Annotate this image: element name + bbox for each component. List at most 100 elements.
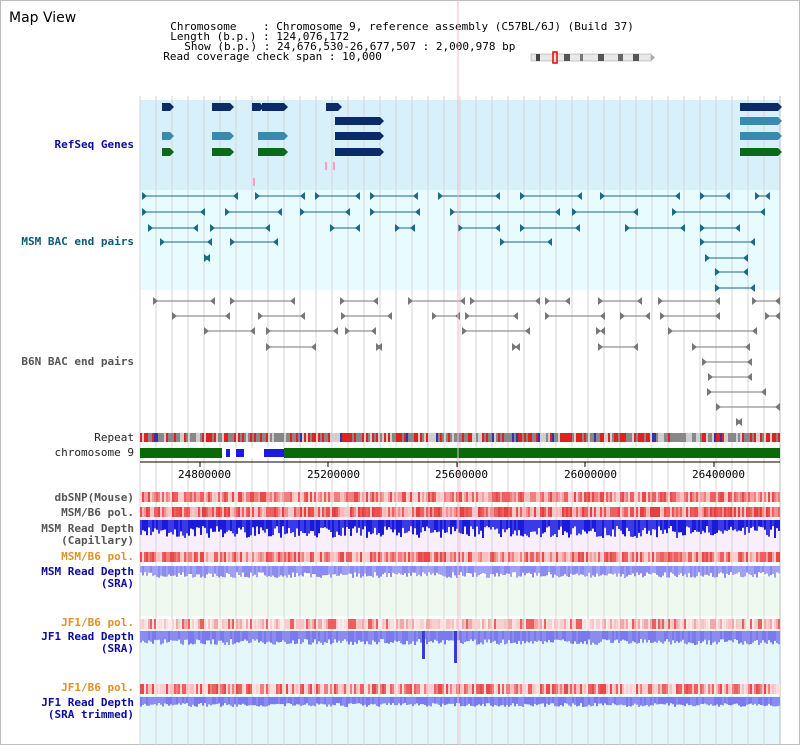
depth-bar xyxy=(314,631,316,640)
heat-cell xyxy=(290,552,292,562)
heat-cell xyxy=(734,552,736,562)
heat-cell xyxy=(698,552,700,562)
heat-cell xyxy=(516,507,518,517)
heat-cell xyxy=(282,684,284,694)
repeat-cell xyxy=(550,433,552,442)
depth-bar xyxy=(152,697,154,705)
heat-cell xyxy=(546,507,548,517)
msm-bac-pair-end xyxy=(438,192,443,200)
heat-cell xyxy=(402,552,404,562)
heat-cell xyxy=(164,684,166,694)
depth-bar xyxy=(598,697,600,704)
depth-bar xyxy=(550,631,552,643)
chromosome-gap xyxy=(236,449,244,457)
depth-bar xyxy=(444,566,446,577)
heat-cell xyxy=(506,684,508,694)
repeat-cell xyxy=(278,433,280,442)
heat-cell xyxy=(722,552,724,562)
heat-cell xyxy=(260,619,262,629)
depth-bar xyxy=(498,566,500,577)
depth-bar xyxy=(264,697,266,707)
heat-cell xyxy=(688,552,690,562)
depth-bar xyxy=(562,520,564,535)
depth-bar xyxy=(620,697,622,705)
depth-bar xyxy=(446,520,448,533)
heat-cell xyxy=(346,552,348,562)
heat-cell xyxy=(602,552,604,562)
depth-bar xyxy=(518,566,520,577)
heat-cell xyxy=(332,507,334,517)
repeat-cell xyxy=(348,433,350,442)
gene-feature xyxy=(258,148,284,156)
depth-bar xyxy=(470,520,472,527)
heat-cell xyxy=(342,492,344,502)
depth-bar xyxy=(282,520,284,527)
depth-bar xyxy=(466,697,468,706)
heat-cell xyxy=(228,492,230,502)
depth-bar xyxy=(766,520,768,536)
depth-bar xyxy=(512,697,514,704)
depth-bar xyxy=(204,566,206,578)
heat-cell xyxy=(478,507,480,517)
repeat-cell xyxy=(354,433,356,442)
depth-bar xyxy=(400,631,402,644)
heat-cell xyxy=(338,619,340,629)
depth-bar xyxy=(578,697,580,706)
heat-cell xyxy=(688,684,690,694)
heat-cell xyxy=(648,684,650,694)
heat-cell xyxy=(690,552,692,562)
heat-cell xyxy=(276,507,278,517)
depth-bar xyxy=(274,631,276,645)
chromosome-ideogram[interactable] xyxy=(528,51,658,65)
heat-cell xyxy=(590,507,592,517)
depth-bar xyxy=(304,566,306,573)
depth-bar xyxy=(636,566,638,573)
heat-cell xyxy=(540,684,542,694)
depth-bar xyxy=(468,697,470,704)
b6n-bac-pair-end xyxy=(432,312,437,320)
depth-bar xyxy=(572,520,574,529)
heat-cell xyxy=(588,492,590,502)
depth-bar xyxy=(598,520,600,537)
heat-cell xyxy=(458,684,460,694)
heat-cell xyxy=(432,552,434,562)
heat-cell xyxy=(734,619,736,629)
heat-cell xyxy=(490,552,492,562)
depth-bar xyxy=(552,566,554,578)
heat-cell xyxy=(744,552,746,562)
repeat-cell xyxy=(462,433,464,442)
depth-bar xyxy=(300,520,302,532)
depth-bar xyxy=(394,566,396,574)
depth-bar xyxy=(738,697,740,706)
repeat-cell xyxy=(404,433,406,442)
heat-cell xyxy=(696,492,698,502)
heat-cell xyxy=(390,507,392,517)
heat-cell xyxy=(692,684,694,694)
depth-bar xyxy=(418,520,420,538)
depth-bar xyxy=(224,631,226,645)
heat-cell xyxy=(510,684,512,694)
heat-cell xyxy=(536,552,538,562)
depth-bar xyxy=(742,631,744,645)
heat-cell xyxy=(188,684,190,694)
repeat-cell xyxy=(590,433,592,442)
heat-cell xyxy=(314,507,316,517)
depth-bar xyxy=(744,697,746,707)
heat-cell xyxy=(432,507,434,517)
heat-cell xyxy=(732,684,734,694)
heat-cell xyxy=(526,507,528,517)
heat-cell xyxy=(248,619,250,629)
heat-cell xyxy=(618,684,620,694)
depth-bar xyxy=(600,697,602,704)
heat-cell xyxy=(570,619,572,629)
heat-cell xyxy=(288,492,290,502)
b6n-bac-pair-end xyxy=(341,312,346,320)
depth-bar xyxy=(304,520,306,534)
depth-bar xyxy=(246,520,248,538)
depth-bar xyxy=(334,697,336,706)
heat-cell xyxy=(724,619,726,629)
depth-bar xyxy=(380,566,382,577)
depth-bar xyxy=(162,520,164,531)
depth-bar xyxy=(280,631,282,642)
